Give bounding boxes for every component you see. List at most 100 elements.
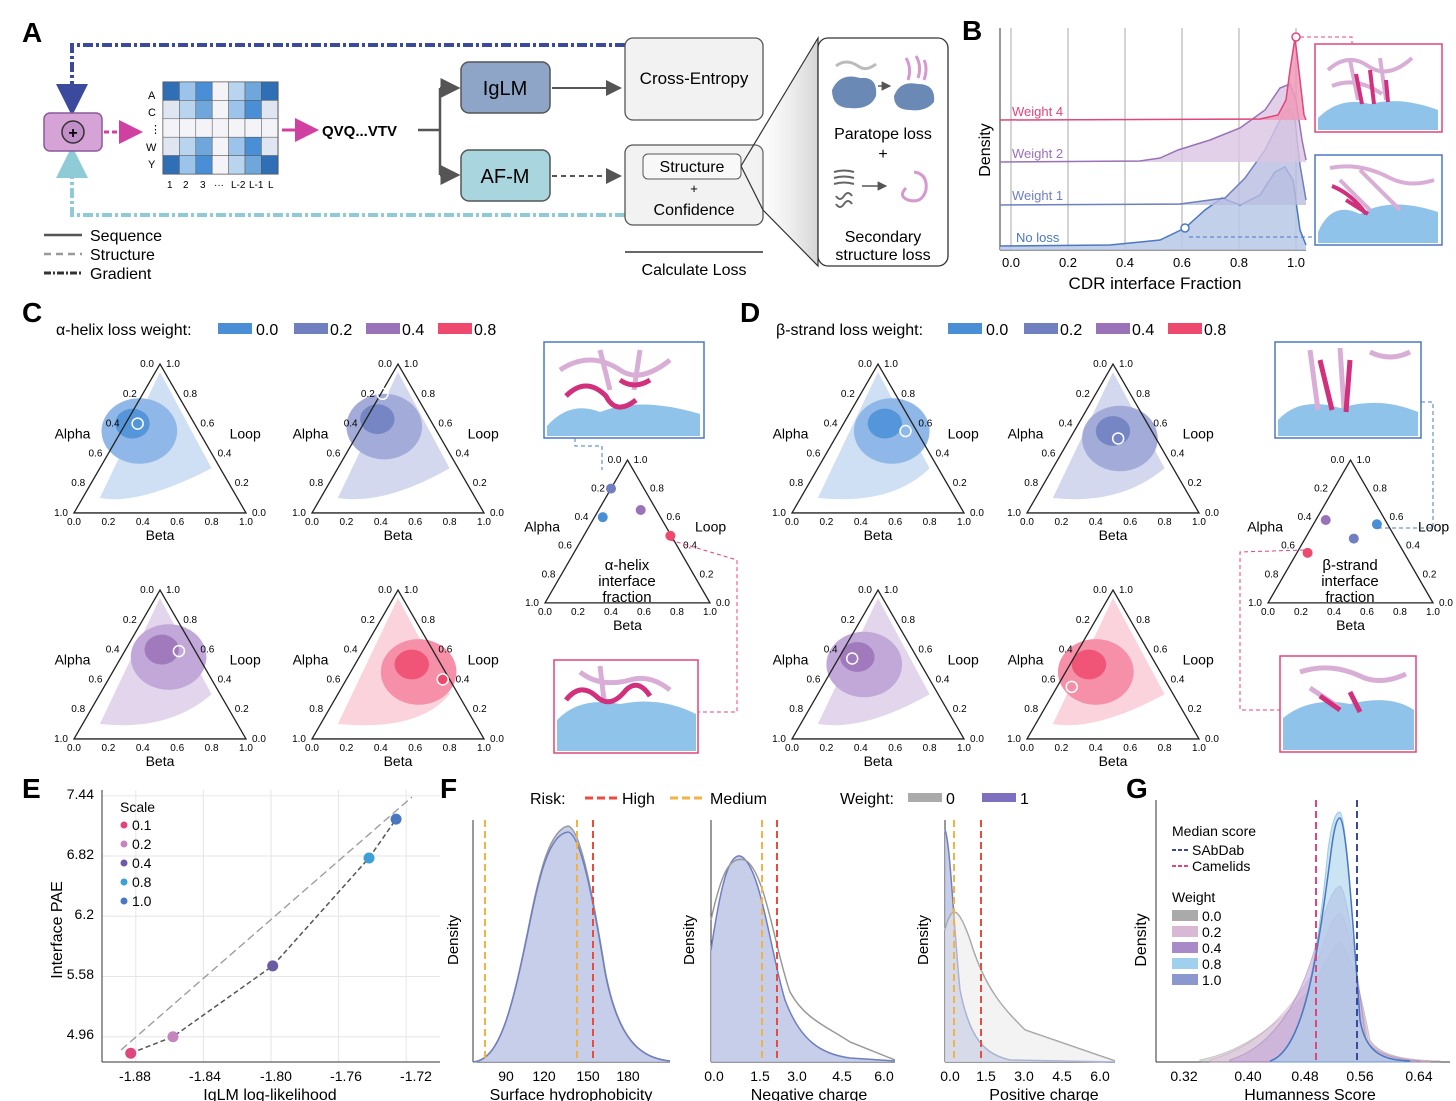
svg-text:0.48: 0.48 bbox=[1291, 1068, 1318, 1084]
svg-text:0.8: 0.8 bbox=[183, 615, 197, 626]
svg-text:1.0: 1.0 bbox=[703, 607, 717, 618]
svg-text:0.0: 0.0 bbox=[970, 508, 984, 519]
svg-text:3.0: 3.0 bbox=[1014, 1068, 1034, 1084]
svg-text:fraction: fraction bbox=[1325, 589, 1374, 606]
svg-text:1.0: 1.0 bbox=[477, 743, 491, 754]
svg-text:Gradient: Gradient bbox=[90, 266, 152, 283]
svg-text:0.0: 0.0 bbox=[986, 322, 1008, 339]
svg-text:0.2: 0.2 bbox=[1188, 704, 1202, 715]
svg-text:Secondary: Secondary bbox=[845, 229, 922, 246]
panel-a-diagram: A + A C ⋮ W Y 1 2 3 ··· L-2 L-1 L QVQ...… bbox=[22, 17, 949, 283]
svg-text:IgLM log-likelihood: IgLM log-likelihood bbox=[203, 1087, 336, 1101]
svg-text:L-2: L-2 bbox=[231, 180, 246, 191]
svg-text:structure loss: structure loss bbox=[835, 247, 930, 264]
svg-text:0.2: 0.2 bbox=[1423, 569, 1437, 580]
svg-text:Beta: Beta bbox=[864, 753, 893, 769]
svg-text:0.6: 0.6 bbox=[667, 512, 681, 523]
svg-text:Interface PAE: Interface PAE bbox=[49, 881, 66, 979]
svg-text:1.0: 1.0 bbox=[239, 517, 253, 528]
svg-text:0.4: 0.4 bbox=[136, 517, 150, 528]
svg-text:-1.80: -1.80 bbox=[260, 1068, 292, 1084]
panel-c-legend: α-helix loss weight: 0.0 0.2 0.4 0.8 bbox=[56, 322, 496, 339]
svg-text:0.0: 0.0 bbox=[858, 585, 872, 596]
svg-text:0.4: 0.4 bbox=[106, 645, 120, 656]
svg-text:1.0: 1.0 bbox=[1119, 585, 1133, 596]
svg-text:0.8: 0.8 bbox=[1373, 484, 1387, 495]
svg-text:Density: Density bbox=[977, 123, 994, 176]
svg-text:Loop: Loop bbox=[468, 651, 499, 667]
svg-text:0.2: 0.2 bbox=[953, 478, 967, 489]
svg-text:AF-M: AF-M bbox=[481, 166, 530, 188]
svg-text:0.8: 0.8 bbox=[421, 389, 435, 400]
svg-text:0.2: 0.2 bbox=[841, 389, 855, 400]
svg-text:0.2: 0.2 bbox=[361, 615, 375, 626]
svg-text:1.0: 1.0 bbox=[1248, 598, 1262, 609]
svg-text:0.6: 0.6 bbox=[170, 517, 184, 528]
svg-text:0.6: 0.6 bbox=[326, 674, 340, 685]
svg-text:1.0: 1.0 bbox=[166, 585, 180, 596]
ternary-plot: 0.00.0 1.00.20.2 0.80.40.4 0.60.60.6 0.40.80… bbox=[292, 359, 504, 543]
svg-text:Loop: Loop bbox=[230, 651, 261, 667]
panel-f-letter: F bbox=[440, 773, 457, 804]
svg-text:Density: Density bbox=[1133, 913, 1150, 966]
cross-entropy-box bbox=[624, 37, 764, 121]
scatter-point bbox=[390, 813, 402, 825]
ternary-plot: 0.00.0 1.00.20.2 0.80.40.4 0.60.60.6 0.40.80… bbox=[1007, 359, 1219, 543]
svg-text:Weight 4: Weight 4 bbox=[1012, 104, 1063, 119]
svg-text:0.2: 0.2 bbox=[123, 615, 137, 626]
svg-text:Negative charge: Negative charge bbox=[751, 1087, 868, 1101]
svg-text:⋮: ⋮ bbox=[150, 124, 161, 136]
svg-text:0.4: 0.4 bbox=[218, 674, 232, 685]
svg-text:0.6: 0.6 bbox=[1041, 448, 1055, 459]
svg-text:0.6: 0.6 bbox=[438, 419, 452, 430]
svg-text:-1.76: -1.76 bbox=[330, 1068, 362, 1084]
afm-box bbox=[460, 149, 551, 202]
svg-text:Loop: Loop bbox=[1418, 518, 1449, 534]
svg-text:0.40: 0.40 bbox=[1234, 1068, 1261, 1084]
svg-text:IgLM: IgLM bbox=[483, 78, 527, 100]
svg-text:Weight: Weight bbox=[1172, 889, 1215, 905]
svg-text:No loss: No loss bbox=[1016, 230, 1060, 245]
svg-text:0.6: 0.6 bbox=[918, 419, 932, 430]
svg-text:0.4: 0.4 bbox=[1202, 940, 1222, 956]
svg-text:0.2: 0.2 bbox=[1188, 478, 1202, 489]
panel-d-letter: D bbox=[740, 300, 760, 328]
panel-f-distributions: F Risk: High Medium Weight: 0 1 Density … bbox=[440, 773, 1116, 1101]
svg-text:CDR interface Fraction: CDR interface Fraction bbox=[1069, 274, 1242, 293]
svg-text:0.8: 0.8 bbox=[789, 478, 803, 489]
svg-text:+: + bbox=[690, 181, 698, 196]
svg-text:Alpha: Alpha bbox=[1247, 518, 1283, 534]
svg-text:1.0: 1.0 bbox=[54, 508, 68, 519]
svg-text:6.2: 6.2 bbox=[75, 906, 95, 922]
svg-text:0.6: 0.6 bbox=[170, 743, 184, 754]
svg-text:0.0: 0.0 bbox=[858, 359, 872, 370]
svg-text:0.0: 0.0 bbox=[785, 743, 799, 754]
svg-text:0.2: 0.2 bbox=[361, 389, 375, 400]
svg-text:0.0: 0.0 bbox=[1205, 508, 1219, 519]
scatter-point bbox=[363, 852, 375, 864]
svg-text:Loop: Loop bbox=[948, 425, 979, 441]
svg-text:0.56: 0.56 bbox=[1346, 1068, 1373, 1084]
svg-text:0.8: 0.8 bbox=[132, 874, 152, 890]
svg-text:0.2: 0.2 bbox=[101, 743, 115, 754]
svg-text:0.4: 0.4 bbox=[575, 512, 589, 523]
svg-text:0.0: 0.0 bbox=[704, 1068, 724, 1084]
svg-text:0.4: 0.4 bbox=[1406, 541, 1420, 552]
svg-text:0.2: 0.2 bbox=[1054, 743, 1068, 754]
svg-text:0.8: 0.8 bbox=[923, 743, 937, 754]
svg-text:-1.72: -1.72 bbox=[400, 1068, 432, 1084]
svg-text:6.0: 6.0 bbox=[874, 1068, 894, 1084]
panel-b-letter: B bbox=[962, 15, 982, 46]
svg-text:0.0: 0.0 bbox=[608, 455, 622, 466]
svg-text:0.2: 0.2 bbox=[953, 704, 967, 715]
svg-text:0.0: 0.0 bbox=[256, 322, 278, 339]
svg-text:Loop: Loop bbox=[1183, 651, 1214, 667]
panel-g-distribution: G Density 0.32 0.40 0.48 0.56 0.64 Humanne… bbox=[1126, 773, 1450, 1101]
svg-text:0.6: 0.6 bbox=[1281, 541, 1295, 552]
svg-text:0.4: 0.4 bbox=[854, 517, 868, 528]
svg-text:1.0: 1.0 bbox=[525, 598, 539, 609]
svg-text:High: High bbox=[622, 791, 655, 808]
svg-text:0.8: 0.8 bbox=[205, 743, 219, 754]
panel-b: B Weight 4 Weight 2 Weight 1 No loss Den… bbox=[960, 0, 1456, 300]
svg-text:90: 90 bbox=[498, 1068, 514, 1084]
